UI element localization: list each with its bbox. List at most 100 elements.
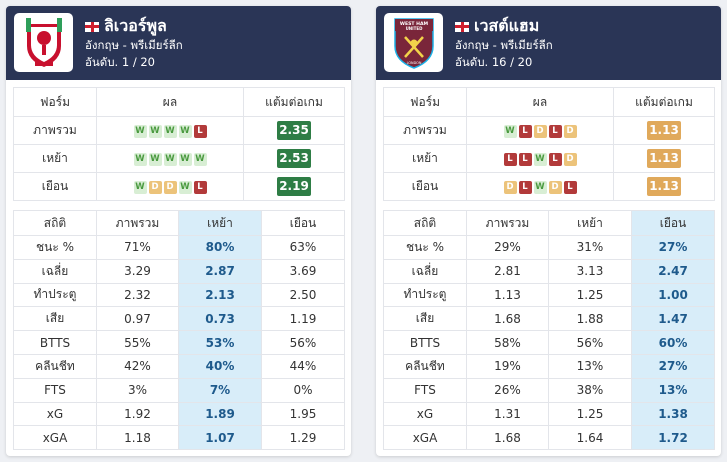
result-badge[interactable]: W bbox=[533, 180, 547, 194]
stat-value-highlight: 53% bbox=[178, 330, 262, 355]
stat-label: เฉลี่ย bbox=[13, 258, 97, 284]
stats-table: สถิติ ภาพรวม เหย้า เยือน ชนะ % 71% 80% 63% … bbox=[13, 210, 345, 451]
stat-value: 1.92 bbox=[96, 401, 179, 427]
form-row-label: เหย้า bbox=[383, 144, 467, 173]
result-badge[interactable]: D bbox=[563, 152, 577, 166]
stat-label: xG bbox=[13, 401, 97, 427]
result-badge[interactable]: L bbox=[548, 124, 562, 138]
stat-value-highlight: 0.73 bbox=[178, 306, 262, 332]
stat-value-highlight: 1.00 bbox=[631, 282, 715, 308]
stat-value: 1.68 bbox=[466, 306, 549, 332]
overall-header[interactable]: ภาพรวม bbox=[96, 210, 179, 236]
team-name[interactable]: ลิเวอร์พูล bbox=[104, 16, 167, 35]
stats-row: เสีย 0.97 0.73 1.19 bbox=[13, 306, 345, 332]
stat-value-highlight: 1.07 bbox=[178, 425, 262, 451]
stat-value: 71% bbox=[96, 235, 179, 260]
result-badge[interactable]: W bbox=[178, 180, 192, 194]
form-row: เหย้า L L W L D 1.13 bbox=[383, 144, 715, 173]
stat-value: 2.32 bbox=[96, 282, 179, 308]
stat-value: 44% bbox=[261, 353, 345, 379]
stats-row: คลีนชีท 42% 40% 44% bbox=[13, 353, 345, 379]
result-badges: D L W D L bbox=[503, 180, 577, 194]
result-badge[interactable]: W bbox=[503, 124, 517, 138]
stat-value-highlight: 80% bbox=[178, 235, 262, 260]
stat-value-highlight: 27% bbox=[631, 353, 715, 379]
form-row: เยือน D L W D L 1.13 bbox=[383, 172, 715, 201]
stat-label: BTTS bbox=[383, 330, 467, 355]
result-badge[interactable]: W bbox=[148, 152, 162, 166]
result-badge[interactable]: W bbox=[148, 124, 162, 138]
result-badge[interactable]: W bbox=[193, 152, 207, 166]
result-badge[interactable]: D bbox=[533, 124, 547, 138]
stat-label: xGA bbox=[383, 425, 467, 451]
result-badge[interactable]: W bbox=[133, 180, 147, 194]
form-header: ฟอร์ม bbox=[383, 87, 467, 117]
result-badge[interactable]: D bbox=[548, 180, 562, 194]
result-badge[interactable]: L bbox=[193, 180, 207, 194]
stats-row: xGA 1.18 1.07 1.29 bbox=[13, 425, 345, 451]
form-table: ฟอร์ม ผล แต้มต่อเกม ภาพรวม W L D L D 1.1… bbox=[383, 87, 715, 201]
result-badge[interactable]: D bbox=[503, 180, 517, 194]
result-badge[interactable]: W bbox=[163, 152, 177, 166]
team-header: WEST HAM UNITED LONDON เวสต์แฮม อังกฤษ -… bbox=[376, 6, 721, 80]
home-header[interactable]: เหย้า bbox=[178, 210, 262, 236]
stat-value: 13% bbox=[548, 353, 632, 379]
result-badge[interactable]: W bbox=[533, 152, 547, 166]
stat-label: เสีย bbox=[13, 306, 97, 332]
stat-label: ชนะ % bbox=[13, 235, 97, 260]
league-name[interactable]: อังกฤษ - พรีเมียร์ลีก bbox=[85, 38, 183, 52]
result-badge[interactable]: W bbox=[178, 152, 192, 166]
result-badges: W W W W W bbox=[133, 152, 207, 166]
stat-label: ชนะ % bbox=[383, 235, 467, 260]
stats-row: คลีนชีท 19% 13% 27% bbox=[383, 353, 715, 379]
stats-row: xG 1.31 1.25 1.38 bbox=[383, 401, 715, 427]
ppg-badge: 2.35 bbox=[277, 121, 311, 140]
liverpool-crest-icon[interactable] bbox=[14, 13, 73, 72]
away-header[interactable]: เยือน bbox=[631, 210, 715, 236]
stats-row: ทำประตู 2.32 2.13 2.50 bbox=[13, 282, 345, 308]
west-ham-crest-icon[interactable]: WEST HAM UNITED LONDON bbox=[384, 13, 443, 72]
result-badge[interactable]: L bbox=[548, 152, 562, 166]
stat-value: 1.88 bbox=[548, 306, 632, 332]
stat-value: 0.97 bbox=[96, 306, 179, 332]
result-badge[interactable]: D bbox=[563, 124, 577, 138]
result-badge[interactable]: W bbox=[133, 124, 147, 138]
result-badge[interactable]: D bbox=[148, 180, 162, 194]
stat-value: 38% bbox=[548, 377, 632, 403]
stat-label: xG bbox=[383, 401, 467, 427]
result-badge[interactable]: L bbox=[193, 124, 207, 138]
result-badge[interactable]: L bbox=[518, 124, 532, 138]
ppg-header: แต้มต่อเกม bbox=[613, 87, 715, 117]
result-badge[interactable]: W bbox=[133, 152, 147, 166]
away-header[interactable]: เยือน bbox=[261, 210, 345, 236]
stat-label: FTS bbox=[13, 377, 97, 403]
form-row-label: ภาพรวม bbox=[383, 116, 467, 145]
result-badge[interactable]: L bbox=[503, 152, 517, 166]
result-badge[interactable]: L bbox=[563, 180, 577, 194]
result-badge[interactable]: L bbox=[518, 180, 532, 194]
result-badge[interactable]: L bbox=[518, 152, 532, 166]
result-badges: W W W W L bbox=[133, 124, 207, 138]
form-table: ฟอร์ม ผล แต้มต่อเกม ภาพรวม W W W W L 2.3… bbox=[13, 87, 345, 201]
stat-value-highlight: 1.47 bbox=[631, 306, 715, 332]
home-header[interactable]: เหย้า bbox=[548, 210, 632, 236]
stat-value-highlight: 2.87 bbox=[178, 258, 262, 284]
ppg-badge: 2.53 bbox=[277, 149, 311, 168]
form-row: เยือน W D D W L 2.19 bbox=[13, 172, 345, 201]
stats-row: xG 1.92 1.89 1.95 bbox=[13, 401, 345, 427]
result-badge[interactable]: D bbox=[163, 180, 177, 194]
stats-row: เฉลี่ย 3.29 2.87 3.69 bbox=[13, 258, 345, 284]
form-header: ฟอร์ม bbox=[13, 87, 97, 117]
stat-value: 1.64 bbox=[548, 425, 632, 451]
stat-value-highlight: 2.47 bbox=[631, 258, 715, 284]
team-name[interactable]: เวสต์แฮม bbox=[474, 16, 540, 35]
ppg-badge: 2.19 bbox=[277, 177, 311, 196]
stat-value: 3.69 bbox=[261, 258, 345, 284]
result-badge[interactable]: W bbox=[178, 124, 192, 138]
stats-row: BTTS 55% 53% 56% bbox=[13, 330, 345, 355]
stat-value: 29% bbox=[466, 235, 549, 260]
ppg-badge: 1.13 bbox=[647, 177, 681, 196]
overall-header[interactable]: ภาพรวม bbox=[466, 210, 549, 236]
result-badge[interactable]: W bbox=[163, 124, 177, 138]
league-name[interactable]: อังกฤษ - พรีเมียร์ลีก bbox=[455, 38, 553, 52]
